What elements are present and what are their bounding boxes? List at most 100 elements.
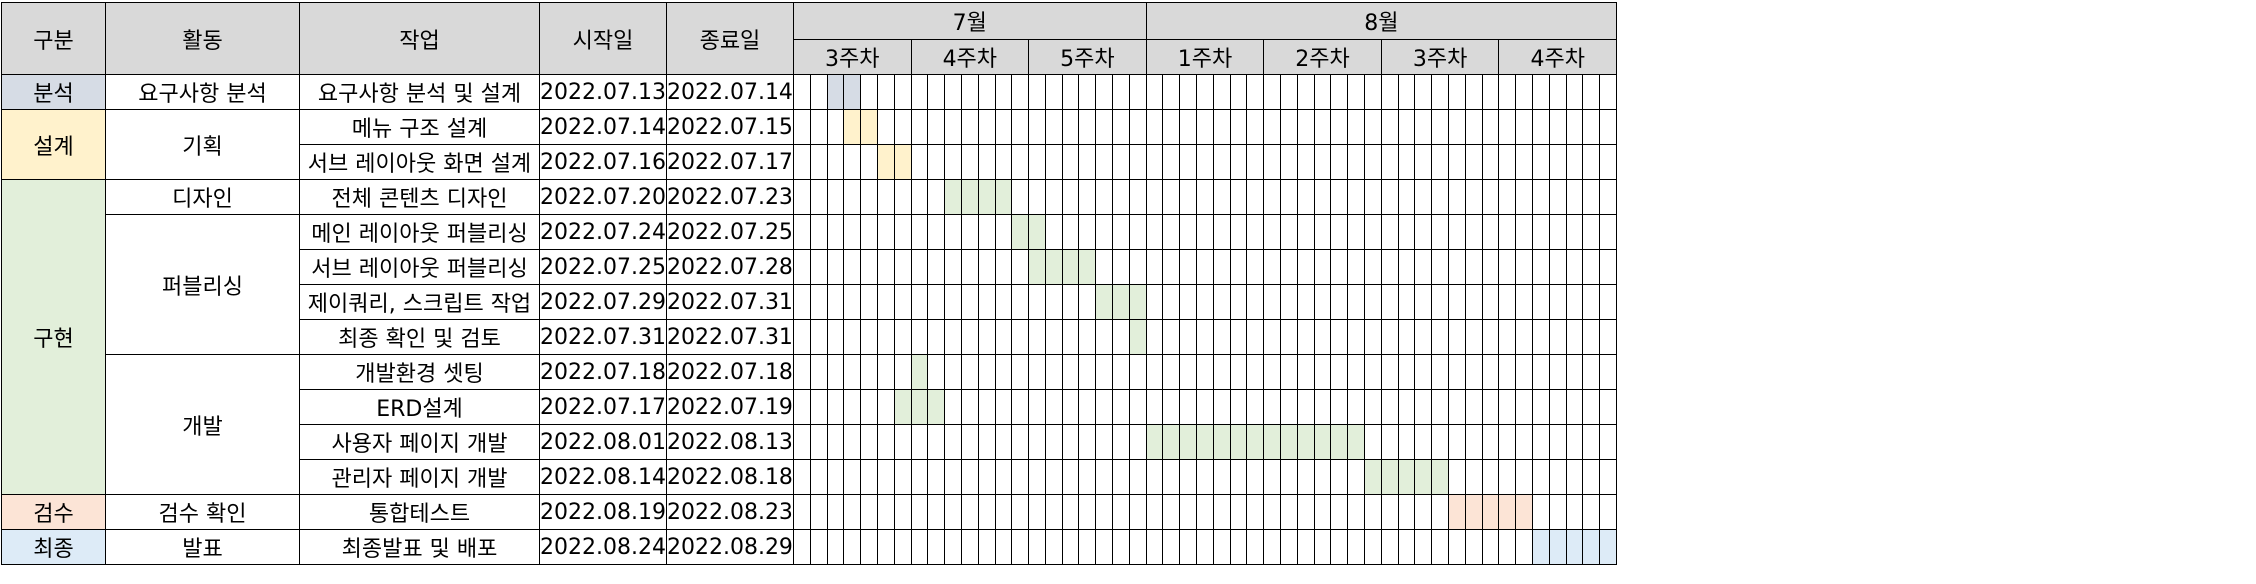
day-cell — [960, 424, 979, 460]
day-cell — [1599, 109, 1617, 145]
day-cell — [1464, 179, 1483, 215]
start-date-cell: 2022.07.20 — [539, 179, 667, 215]
day-cell — [893, 494, 912, 530]
day-cell — [809, 529, 828, 565]
day-cell — [1145, 389, 1164, 425]
day-cell — [893, 214, 912, 250]
day-cell — [1565, 214, 1584, 250]
day-cell — [1179, 109, 1198, 145]
day-cell — [1128, 179, 1147, 215]
task-cell: 사용자 페이지 개발 — [299, 424, 540, 460]
gantt-bar-cell — [1565, 529, 1584, 565]
day-cell — [1532, 459, 1550, 495]
day-cell — [826, 214, 845, 250]
day-cell — [1515, 424, 1533, 460]
day-cell — [1061, 424, 1080, 460]
day-cell — [1330, 144, 1349, 180]
day-cell — [1347, 284, 1366, 320]
day-cell — [1380, 214, 1399, 250]
day-cell — [1481, 249, 1500, 285]
day-cell — [826, 354, 845, 390]
day-cell — [1263, 144, 1282, 180]
day-cell — [1028, 529, 1046, 565]
day-cell — [944, 109, 962, 145]
day-cell — [1330, 389, 1349, 425]
day-cell — [876, 74, 895, 110]
day-cell — [1078, 389, 1097, 425]
day-cell — [1532, 389, 1550, 425]
day-cell — [1112, 249, 1130, 285]
day-cell — [1044, 319, 1063, 355]
day-cell — [1347, 179, 1366, 215]
day-cell — [1448, 319, 1466, 355]
end-date-cell: 2022.07.25 — [665, 214, 794, 250]
day-cell — [792, 284, 811, 320]
header-start-date: 시작일 — [539, 2, 667, 75]
day-cell — [809, 144, 828, 180]
day-cell — [1112, 74, 1130, 110]
day-cell — [927, 179, 946, 215]
day-cell — [1078, 459, 1097, 495]
day-cell — [1481, 459, 1500, 495]
gantt-bar-cell — [1380, 459, 1399, 495]
day-cell — [1246, 249, 1265, 285]
day-cell — [1582, 354, 1601, 390]
day-cell — [1364, 424, 1382, 460]
day-cell — [1364, 109, 1382, 145]
day-cell — [1196, 74, 1214, 110]
day-cell — [1582, 284, 1601, 320]
day-cell — [1599, 74, 1617, 110]
day-cell — [1246, 284, 1265, 320]
day-cell — [826, 494, 845, 530]
day-cell — [1112, 214, 1130, 250]
gantt-bar-cell — [1347, 424, 1366, 460]
day-cell — [1280, 179, 1298, 215]
day-cell — [1565, 424, 1584, 460]
day-cell — [994, 424, 1013, 460]
day-cell — [994, 284, 1013, 320]
start-date-cell: 2022.08.19 — [539, 494, 667, 530]
gantt-bar-cell — [1414, 459, 1433, 495]
day-cell — [1078, 144, 1097, 180]
day-cell — [1044, 494, 1063, 530]
day-cell — [860, 179, 878, 215]
day-cell — [860, 249, 878, 285]
day-cell — [1431, 284, 1450, 320]
day-cell — [1515, 214, 1533, 250]
day-cell — [927, 424, 946, 460]
day-cell — [843, 284, 862, 320]
day-cell — [1112, 179, 1130, 215]
day-cell — [1599, 424, 1617, 460]
day-cell — [960, 109, 979, 145]
day-cell — [1313, 354, 1332, 390]
day-cell — [1246, 389, 1265, 425]
day-cell — [1414, 179, 1433, 215]
day-cell — [1061, 144, 1080, 180]
day-cell — [1078, 494, 1097, 530]
day-cell — [1179, 354, 1198, 390]
day-cell — [1128, 214, 1147, 250]
day-cell — [1380, 74, 1399, 110]
day-cell — [1212, 529, 1231, 565]
day-cell — [1162, 249, 1181, 285]
day-cell — [809, 179, 828, 215]
day-cell — [1145, 179, 1164, 215]
day-cell — [1263, 214, 1282, 250]
day-cell — [826, 284, 845, 320]
day-cell — [1095, 214, 1114, 250]
day-cell — [1582, 249, 1601, 285]
day-cell — [1095, 249, 1114, 285]
day-cell — [1212, 284, 1231, 320]
day-cell — [1280, 109, 1298, 145]
day-cell — [1112, 459, 1130, 495]
day-cell — [1162, 494, 1181, 530]
day-cell — [1498, 319, 1517, 355]
day-cell — [1280, 529, 1298, 565]
gantt-bar-cell — [910, 354, 929, 390]
day-cell — [1095, 74, 1114, 110]
day-cell — [1582, 459, 1601, 495]
day-cell — [1431, 214, 1450, 250]
gantt-bar-cell — [1397, 459, 1416, 495]
day-cell — [977, 459, 996, 495]
day-cell — [1280, 249, 1298, 285]
